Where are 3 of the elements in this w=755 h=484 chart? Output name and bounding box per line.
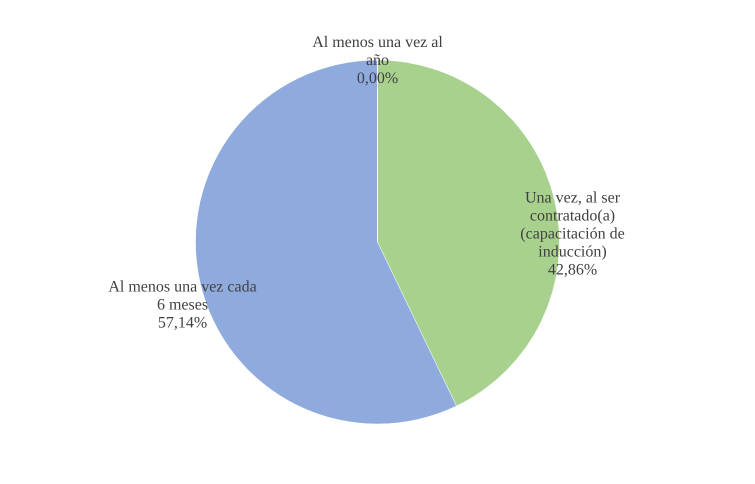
text: 0,00% xyxy=(356,70,398,87)
slice-label: Al menos una vez cada 6 meses xyxy=(108,278,257,314)
data-label: 57,14% xyxy=(158,314,208,332)
